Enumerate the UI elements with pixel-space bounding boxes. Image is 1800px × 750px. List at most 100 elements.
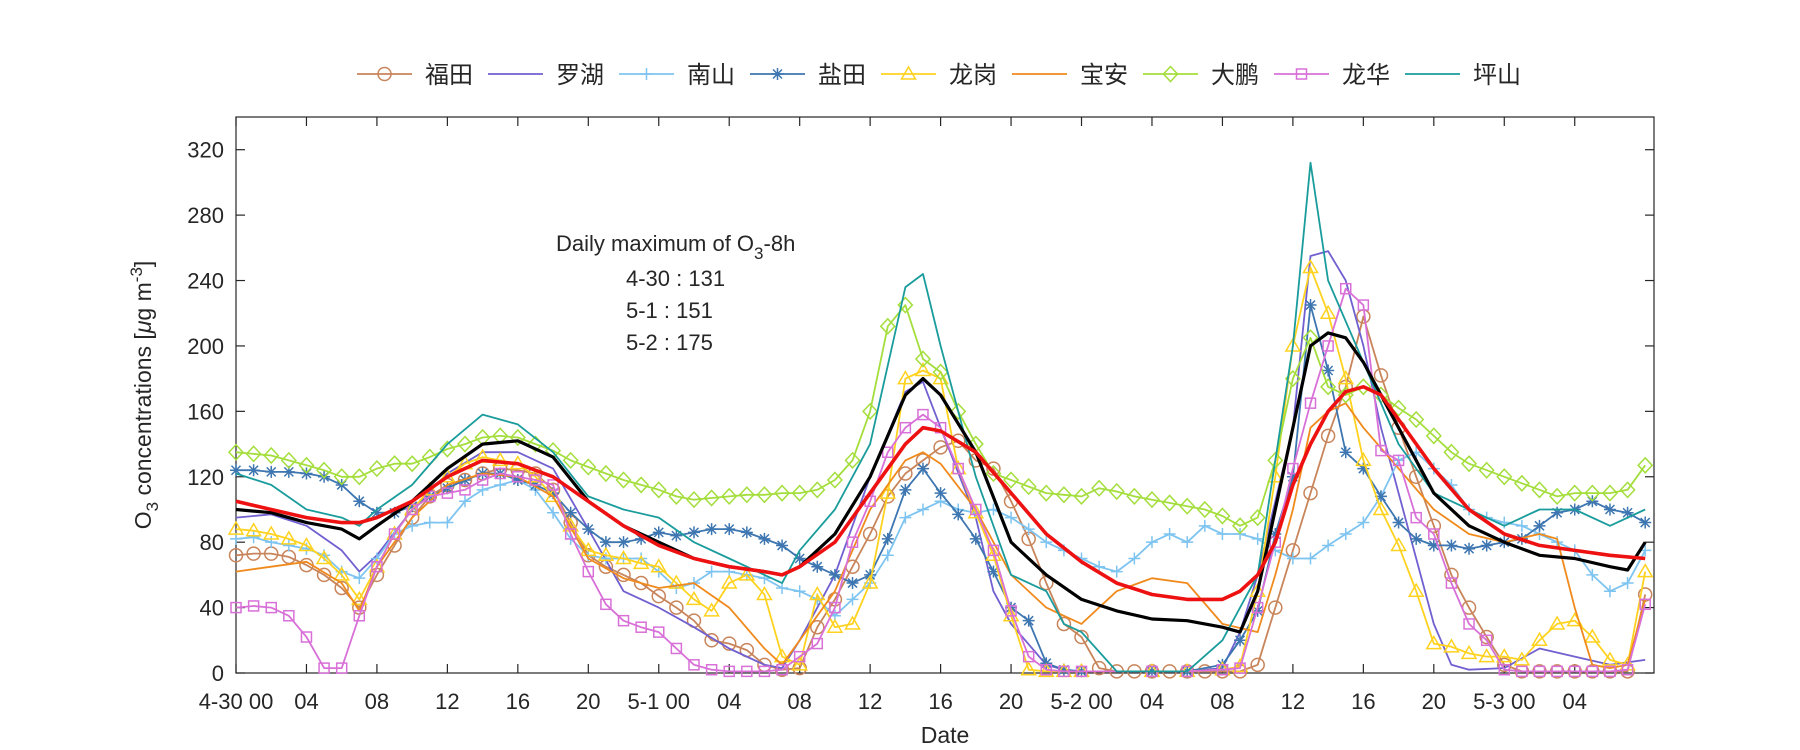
- data-point: [1601, 484, 1618, 502]
- data-point: [1390, 399, 1407, 417]
- data-point: [353, 610, 366, 622]
- annotation-line: 5-2 : 175: [626, 330, 713, 355]
- data-point: [1551, 665, 1563, 678]
- data-point: [635, 621, 647, 633]
- data-point: [1056, 616, 1072, 632]
- data-point: [1428, 528, 1440, 540]
- data-point: [917, 408, 929, 421]
- data-point: [791, 484, 808, 502]
- data-point: [650, 481, 667, 499]
- data-point: [1057, 663, 1070, 676]
- data-point: [476, 474, 489, 486]
- data-point: [653, 626, 665, 638]
- data-point: [808, 586, 826, 601]
- data-point: [1038, 484, 1055, 502]
- data-point: [861, 574, 879, 589]
- data-point: [670, 529, 683, 542]
- annotation-title-part: Daily maximum of O: [556, 231, 754, 256]
- data-point: [862, 526, 878, 542]
- data-point: [633, 575, 649, 591]
- data-point: [458, 495, 471, 508]
- y-tick-label: 40: [200, 596, 224, 621]
- data-point: [1005, 511, 1018, 524]
- data-point: [1355, 378, 1372, 396]
- data-point: [1531, 481, 1548, 499]
- data-point: [898, 466, 913, 481]
- data-point: [246, 546, 261, 561]
- data-point: [1020, 477, 1037, 496]
- data-point: [952, 508, 965, 521]
- annotation-title: Daily maximum of O3-8h: [556, 231, 795, 263]
- data-point: [1586, 665, 1599, 678]
- data-point: [315, 550, 333, 565]
- data-point: [423, 516, 436, 529]
- data-point: [632, 554, 650, 570]
- x-tick-label: 08: [1210, 689, 1234, 714]
- data-point: [1621, 577, 1634, 590]
- y-axis-label-part: 3: [143, 502, 162, 511]
- data-point: [230, 601, 242, 614]
- y-axis-label-part: μ: [130, 320, 156, 334]
- data-point: [1145, 536, 1158, 549]
- data-point: [351, 468, 368, 486]
- y-axis-label: O3 concentrations [μg m-3]: [127, 261, 162, 530]
- data-point: [1639, 516, 1652, 529]
- data-point: [1179, 497, 1196, 515]
- data-point: [371, 560, 383, 573]
- y-tick-label: 0: [212, 661, 224, 686]
- data-point: [280, 530, 298, 545]
- data-point: [282, 539, 295, 552]
- data-point: [1143, 491, 1161, 509]
- data-point: [333, 468, 350, 486]
- data-point: [1126, 487, 1143, 505]
- series-line: [235, 384, 1646, 602]
- data-point: [1604, 665, 1616, 678]
- y-axis-label-part: -3: [127, 267, 146, 282]
- data-point: [826, 618, 844, 633]
- data-point: [1513, 474, 1530, 492]
- data-point: [914, 361, 932, 377]
- data-point: [916, 462, 929, 475]
- data-point: [511, 474, 524, 487]
- data-point: [1637, 456, 1654, 474]
- data-point: [1040, 663, 1053, 676]
- data-point: [758, 665, 771, 678]
- data-point: [756, 586, 773, 601]
- data-point: [793, 585, 806, 598]
- data-point: [1463, 618, 1475, 630]
- data-point: [1425, 635, 1443, 650]
- data-point: [1601, 651, 1619, 666]
- data-point: [705, 523, 718, 536]
- data-point: [881, 549, 894, 562]
- data-point: [564, 506, 577, 519]
- data-point: [1216, 528, 1229, 540]
- legend-label: 宝安: [1080, 62, 1128, 89]
- series-line: [235, 331, 1647, 634]
- data-point: [738, 566, 756, 581]
- data-point: [844, 451, 861, 470]
- y-axis-label-part: g m: [130, 282, 156, 320]
- data-point: [441, 487, 454, 499]
- data-point: [1022, 650, 1035, 663]
- data-point: [720, 574, 738, 589]
- data-point: [459, 484, 471, 496]
- data-point: [1639, 598, 1651, 611]
- data-point: [650, 558, 668, 573]
- legend-item: 南山: [619, 62, 735, 89]
- data-point: [1551, 506, 1564, 519]
- data-point: [670, 642, 683, 655]
- x-tick-label: 20: [1422, 689, 1446, 714]
- data-point: [353, 572, 366, 585]
- data-point: [846, 593, 859, 606]
- legend-label: 罗湖: [556, 62, 604, 89]
- data-point: [758, 532, 771, 545]
- x-tick-label: 5-1 00: [628, 689, 690, 714]
- data-point: [1478, 648, 1495, 663]
- data-point: [1480, 634, 1493, 647]
- series-line-8: [235, 161, 1646, 673]
- data-point: [547, 487, 560, 500]
- data-point: [1621, 506, 1634, 519]
- y-tick-label: 320: [187, 138, 224, 163]
- data-point: [987, 544, 1000, 557]
